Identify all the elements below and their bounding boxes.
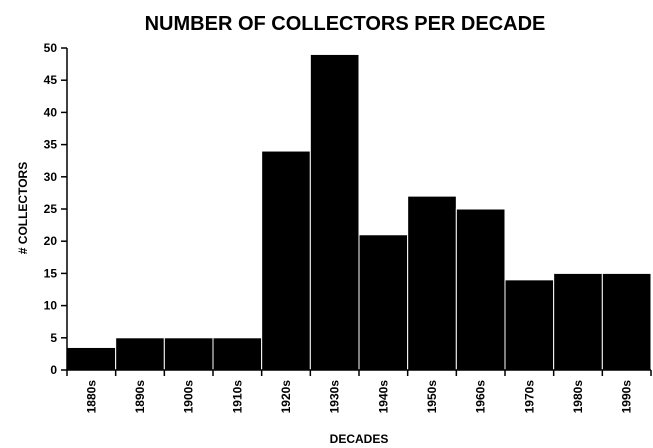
chart-title: NUMBER OF COLLECTORS PER DECADE <box>145 13 546 35</box>
y-tick-label-0: 0 <box>50 363 57 377</box>
y-tick-label-35: 35 <box>44 138 58 152</box>
bars-group <box>66 53 652 371</box>
y-tick-label-20: 20 <box>44 234 58 248</box>
y-tick-label-40: 40 <box>44 105 58 119</box>
x-tick-label-1920s: 1920s <box>279 380 293 414</box>
y-tick-label-5: 5 <box>50 331 57 345</box>
bar-1960s <box>455 208 506 371</box>
x-tick-label-1900s: 1900s <box>182 380 196 414</box>
bar-1950s <box>407 195 457 371</box>
y-tick-label-45: 45 <box>44 73 58 87</box>
y-tick-label-15: 15 <box>44 266 58 280</box>
bar-1920s <box>261 150 311 371</box>
bar-1970s <box>504 279 555 371</box>
x-tick-label-1960s: 1960s <box>474 380 488 414</box>
y-axis-label: # COLLECTORS <box>16 162 30 254</box>
y-tick-label-30: 30 <box>44 170 58 184</box>
x-tick-label-1930s: 1930s <box>328 380 342 414</box>
bar-1910s <box>212 337 263 371</box>
x-tick-label-1880s: 1880s <box>84 380 98 414</box>
x-tick-label-1940s: 1940s <box>376 380 390 414</box>
x-axis-ticks: 1880s 1890s 1900s 1910s 1920s 1930s 1940s 1950s… <box>66 370 652 414</box>
y-tick-label-10: 10 <box>44 299 58 313</box>
x-tick-label-1980s: 1980s <box>571 380 585 414</box>
y-tick-label-25: 25 <box>44 202 58 216</box>
y-axis-ticks: 0 5 10 15 20 25 30 35 40 45 50 <box>44 41 67 377</box>
x-tick-label-1890s: 1890s <box>133 380 147 414</box>
x-axis-label: DECADES <box>330 432 389 446</box>
bar-1940s <box>358 234 409 371</box>
x-tick-label-1910s: 1910s <box>230 380 244 414</box>
x-tick-label-1950s: 1950s <box>425 380 439 414</box>
bar-1930s <box>309 53 360 371</box>
bar-1890s <box>115 337 165 371</box>
bar-1980s <box>553 272 603 371</box>
bar-1880s <box>66 346 117 371</box>
bar-1990s <box>601 272 652 371</box>
x-tick-label-1990s: 1990s <box>620 380 634 414</box>
y-tick-label-50: 50 <box>44 41 58 55</box>
bar-1900s <box>163 337 214 371</box>
x-tick-label-1970s: 1970s <box>522 380 536 414</box>
